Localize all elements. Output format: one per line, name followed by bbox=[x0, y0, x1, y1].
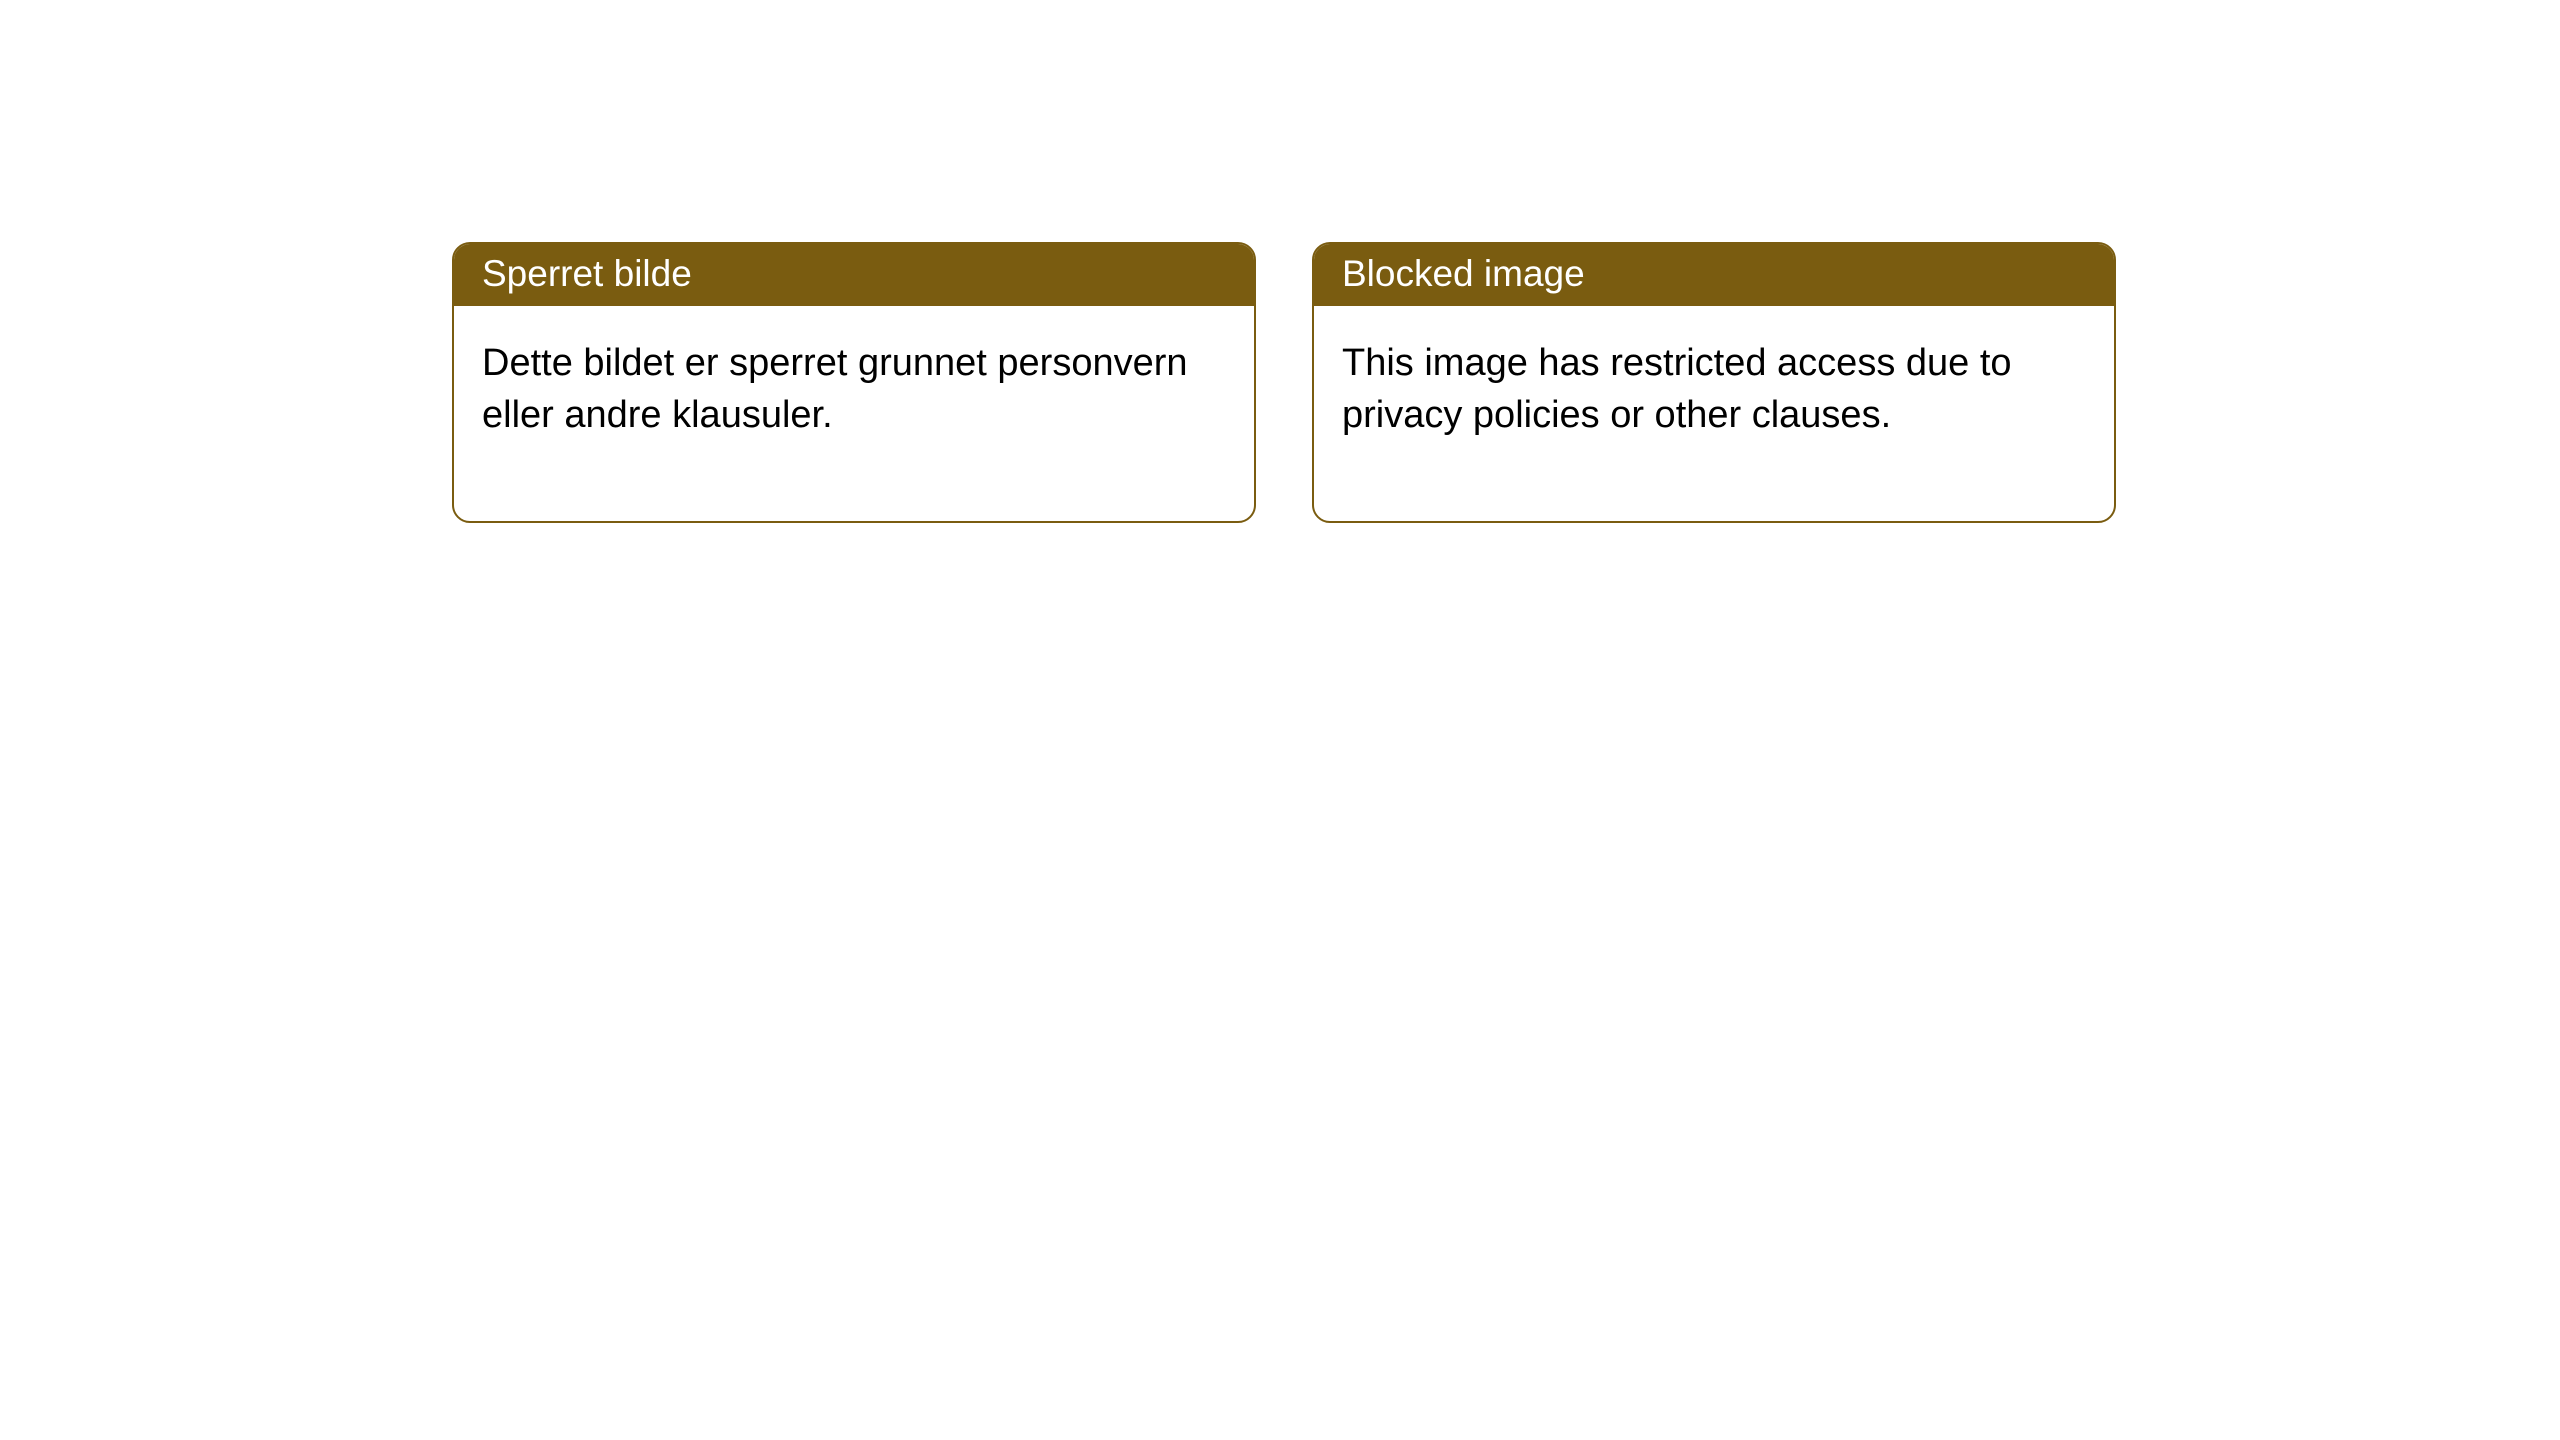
notice-title-english: Blocked image bbox=[1314, 244, 2114, 306]
notice-body-norwegian: Dette bildet er sperret grunnet personve… bbox=[454, 306, 1254, 521]
notice-body-english: This image has restricted access due to … bbox=[1314, 306, 2114, 521]
notice-container: Sperret bilde Dette bildet er sperret gr… bbox=[0, 0, 2560, 523]
notice-title-norwegian: Sperret bilde bbox=[454, 244, 1254, 306]
notice-card-english: Blocked image This image has restricted … bbox=[1312, 242, 2116, 523]
notice-card-norwegian: Sperret bilde Dette bildet er sperret gr… bbox=[452, 242, 1256, 523]
